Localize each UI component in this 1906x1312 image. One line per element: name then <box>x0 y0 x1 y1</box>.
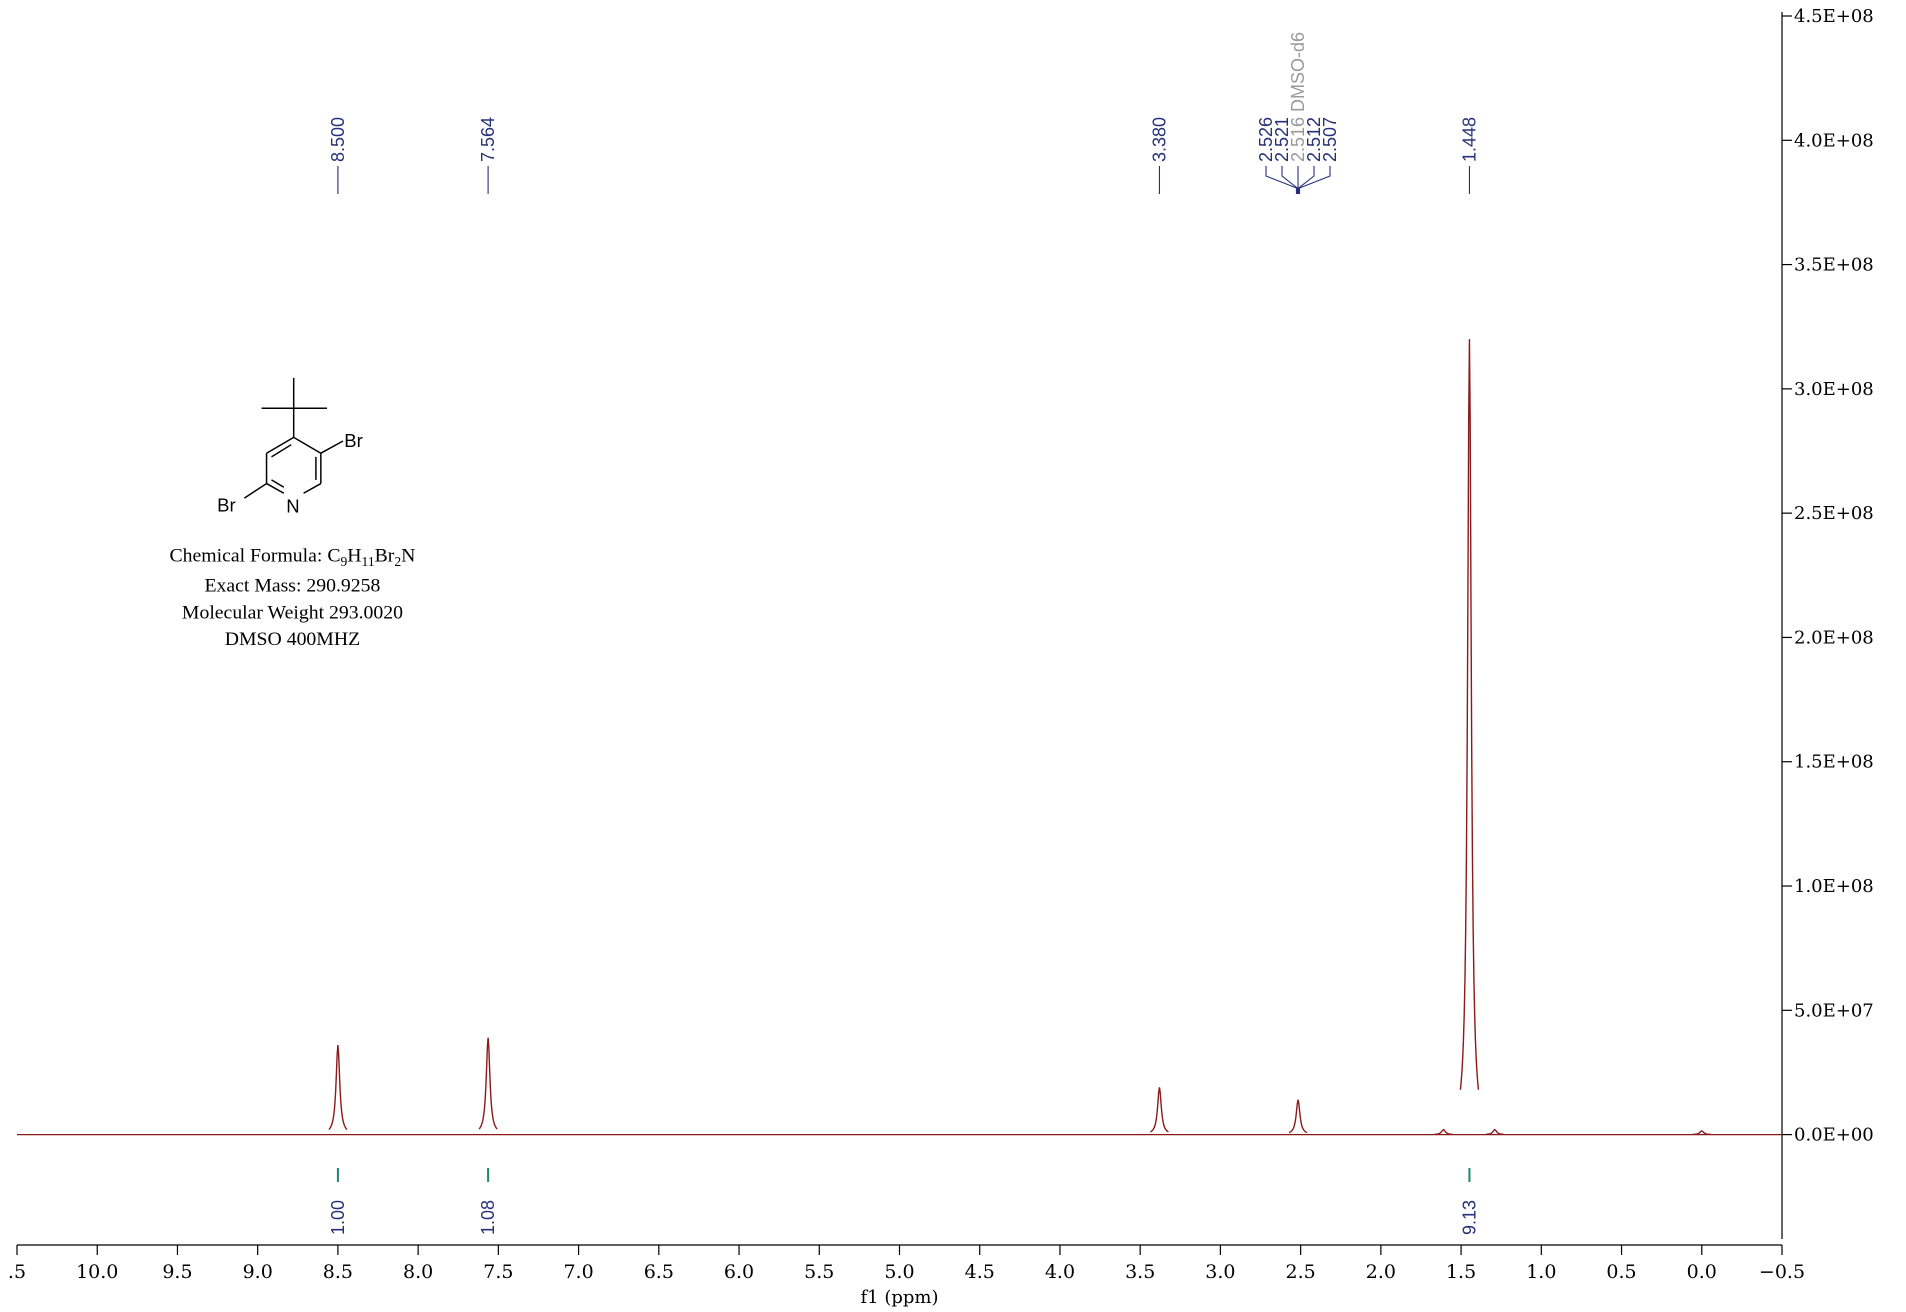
formula-element: H <box>347 545 361 566</box>
peak-label: 2.512 <box>1304 117 1324 162</box>
formula-prefix: Chemical Formula: <box>170 545 328 566</box>
peak-label: 2.521 <box>1272 117 1292 162</box>
x-tick-label: 4.5 <box>965 1261 995 1283</box>
exact-mass: Exact Mass: 290.9258 <box>205 576 381 597</box>
peak <box>1459 339 1480 1090</box>
peak-label: 8.500 <box>328 117 348 162</box>
peak-label-connector <box>1298 166 1331 194</box>
formula-subscript: 2 <box>394 554 401 569</box>
y-tick-label: 2.0E+08 <box>1794 627 1874 648</box>
peak <box>1288 1099 1308 1134</box>
y-tick-label: 5.0E+07 <box>1794 1000 1874 1021</box>
x-tick-label: 6.5 <box>644 1261 674 1283</box>
peak-label: 7.564 <box>478 117 498 162</box>
peak <box>1485 1128 1504 1136</box>
x-tick-label: 3.5 <box>1125 1261 1155 1283</box>
bond <box>243 482 267 499</box>
x-tick-label: 6.0 <box>724 1261 754 1283</box>
x-tick-label: 9.5 <box>162 1261 192 1283</box>
formula-element: C <box>327 545 340 566</box>
x-axis-label: f1 (ppm) <box>861 1287 939 1308</box>
x-tick-label: 8.5 <box>323 1261 353 1283</box>
structure-info: Chemical Formula: C9H11Br2N Exact Mass: … <box>170 545 416 650</box>
peak-label: 2.507 <box>1320 117 1340 162</box>
peak-label-connector <box>1281 166 1298 194</box>
peak-label-connector <box>1265 166 1298 194</box>
peak-label-connector <box>1298 166 1315 194</box>
y-tick-label: 2.5E+08 <box>1794 503 1874 524</box>
peak-label: 3.380 <box>1149 117 1169 162</box>
x-tick-label: 0.0 <box>1687 1261 1717 1283</box>
x-tick-label: 5.0 <box>884 1261 914 1283</box>
y-tick-label: 1.5E+08 <box>1794 752 1874 773</box>
atom-label: N <box>286 496 299 517</box>
y-tick-label: 0.0E+00 <box>1794 1125 1874 1146</box>
x-tick-label: 10.0 <box>76 1261 118 1283</box>
y-tick-label: 3.5E+08 <box>1794 255 1874 276</box>
x-tick-label: 2.5 <box>1286 1261 1316 1283</box>
x-tick-label: 1.5 <box>1446 1261 1476 1283</box>
x-tick-label: 8.0 <box>403 1261 433 1283</box>
y-tick-label: 4.0E+08 <box>1794 130 1874 151</box>
peak <box>478 1037 498 1130</box>
x-tick-label: 7.5 <box>483 1261 513 1283</box>
molecular-weight: Molecular Weight 293.0020 <box>182 603 403 624</box>
bond <box>320 440 344 454</box>
peak <box>1434 1128 1453 1136</box>
atom-label: Br <box>217 495 236 516</box>
y-tick-label: 4.5E+08 <box>1794 6 1874 27</box>
structure: Br Br N <box>217 377 363 517</box>
peak <box>1692 1130 1711 1136</box>
x-tick-label: 4.0 <box>1045 1261 1075 1283</box>
x-tick-label: −0.5 <box>1759 1261 1805 1283</box>
solvent-info: DMSO 400MHZ <box>225 629 360 650</box>
formula-element: N <box>401 545 415 566</box>
bond <box>293 436 322 454</box>
x-tick-label: 3.0 <box>1205 1261 1235 1283</box>
formula: Chemical Formula: C9H11Br2N <box>170 545 416 569</box>
integral-label: 1.08 <box>478 1200 498 1235</box>
x-tick-label: 0.5 <box>1606 1261 1636 1283</box>
x-tick-label: 5.5 <box>804 1261 834 1283</box>
x-tick-label: 7.0 <box>563 1261 593 1283</box>
x-tick-label: 1.0 <box>1526 1261 1556 1283</box>
bond <box>266 482 285 494</box>
y-tick-label: 1.0E+08 <box>1794 876 1874 897</box>
formula-subscript: 9 <box>341 554 348 569</box>
atom-label: Br <box>344 430 363 451</box>
x-tick-label: 9.0 <box>243 1261 273 1283</box>
bond <box>266 436 295 454</box>
peak <box>1150 1087 1169 1133</box>
peak-label: 2.516 DMSO-d6 <box>1288 32 1308 162</box>
peak-label: 2.526 <box>1256 117 1276 162</box>
integral-label: 9.13 <box>1459 1200 1479 1235</box>
peak <box>328 1045 348 1131</box>
peak-label: 1.448 <box>1459 117 1479 162</box>
formula-subscript: 11 <box>362 554 375 569</box>
formula-element: Br <box>375 545 395 566</box>
bond <box>271 479 285 488</box>
x-tick-label: 2.0 <box>1366 1261 1396 1283</box>
x-tick-label: .5 <box>8 1261 26 1283</box>
bond <box>303 482 322 494</box>
y-tick-label: 3.0E+08 <box>1794 379 1874 400</box>
integral-label: 1.00 <box>328 1200 348 1235</box>
bond <box>271 444 292 458</box>
